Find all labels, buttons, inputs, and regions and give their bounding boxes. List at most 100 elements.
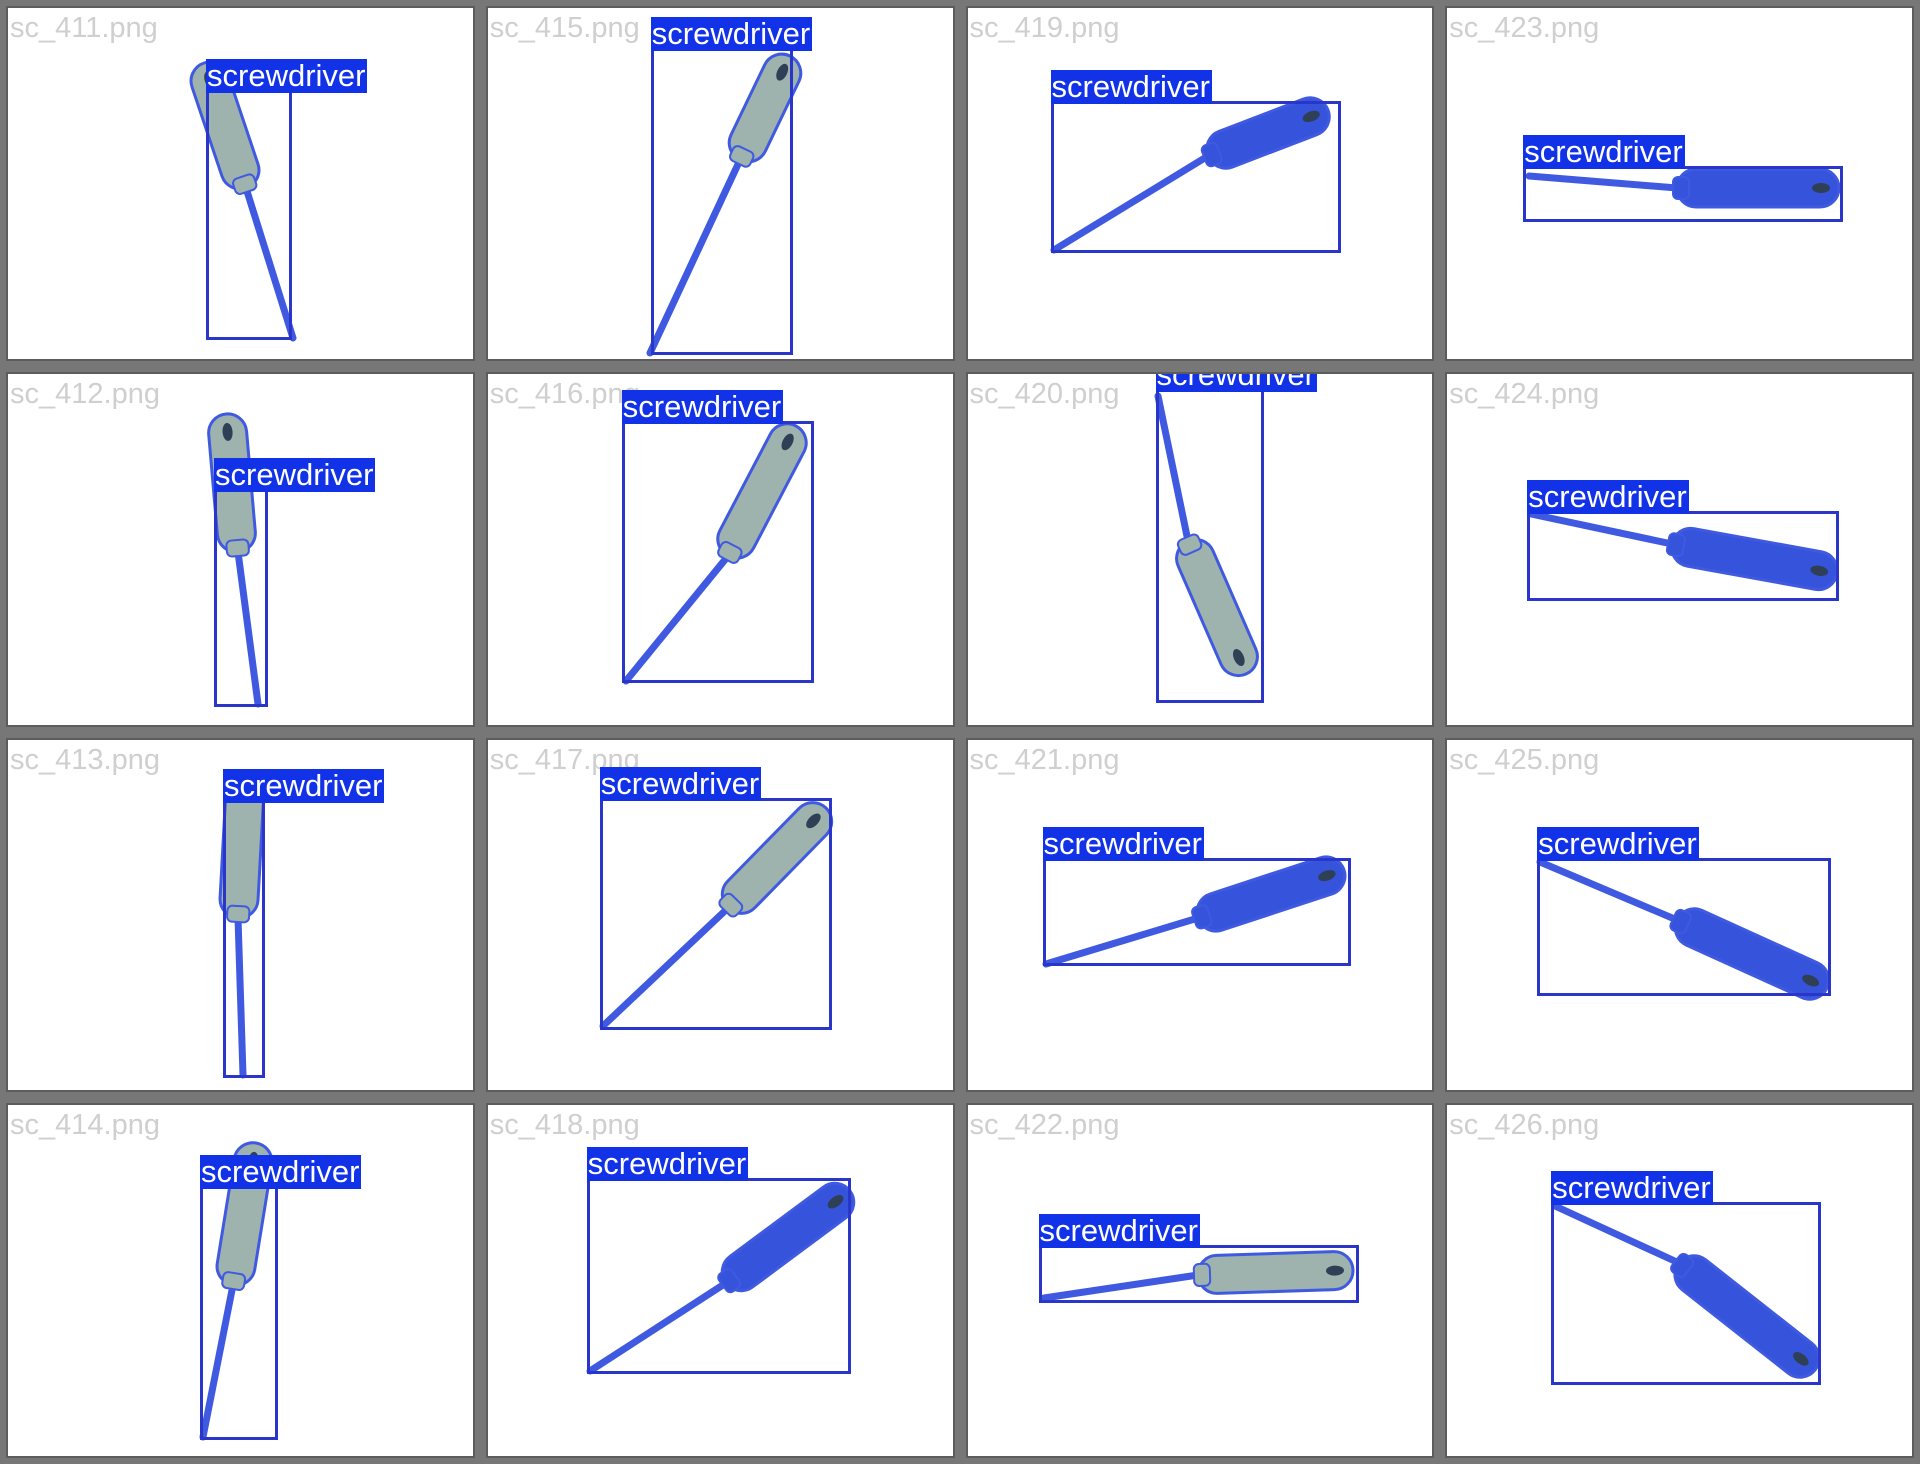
filename-label: sc_424.png bbox=[1449, 377, 1600, 410]
class-label: screwdriver bbox=[223, 767, 385, 803]
detection-box: screwdriver bbox=[200, 1155, 362, 1441]
detection-box: screwdriver bbox=[1038, 1214, 1359, 1304]
image-tile: sc_419.png screwdriver bbox=[965, 6, 1435, 361]
screwdriver-image bbox=[1525, 167, 1841, 209]
screwdriver-shaft bbox=[1551, 1202, 1683, 1267]
screwdriver-image bbox=[1042, 854, 1346, 967]
screwdriver-image bbox=[1040, 1250, 1355, 1302]
filename-label: sc_425.png bbox=[1449, 743, 1600, 776]
screwdriver-shaft bbox=[242, 184, 297, 342]
screwdriver-shaft bbox=[1536, 858, 1681, 923]
detection-box: screwdriver bbox=[599, 766, 832, 1030]
filename-label: sc_420.png bbox=[969, 377, 1120, 410]
image-tile: sc_426.png screwdriver bbox=[1445, 1103, 1914, 1458]
detection-box: screwdriver bbox=[1050, 70, 1341, 253]
screwdriver-handle bbox=[716, 422, 808, 564]
screwdriver-image bbox=[1154, 392, 1259, 677]
image-tile: sc_417.png screwdriver bbox=[485, 737, 955, 1093]
class-label: screwdriver bbox=[1050, 69, 1212, 104]
filename-label: sc_413.png bbox=[10, 743, 160, 776]
screwdriver-image bbox=[586, 1182, 855, 1375]
screwdriver-shaft bbox=[1527, 510, 1676, 548]
screwdriver-image bbox=[599, 800, 833, 1029]
class-label: screwdriver bbox=[206, 58, 368, 93]
class-label: screwdriver bbox=[650, 16, 813, 51]
detection-box: screwdriver bbox=[1042, 826, 1351, 966]
filename-label: sc_421.png bbox=[969, 743, 1120, 776]
detection-box: screwdriver bbox=[223, 768, 385, 1078]
image-tile: sc_411.png screwdriver bbox=[6, 6, 475, 361]
class-label: screwdriver bbox=[1042, 825, 1204, 861]
detection-box: screwdriver bbox=[206, 59, 368, 340]
image-tile: sc_424.png screwdriver bbox=[1445, 371, 1914, 727]
screwdriver-shaft bbox=[622, 552, 732, 685]
screwdriver-handle bbox=[1200, 96, 1331, 170]
screwdriver-handle bbox=[1669, 906, 1831, 1001]
filename-label: sc_419.png bbox=[969, 12, 1120, 44]
filename-label: sc_415.png bbox=[489, 12, 640, 44]
screwdriver-shaft bbox=[586, 1279, 730, 1375]
detection-box: screwdriver bbox=[214, 457, 376, 707]
screwdriver-handle bbox=[1174, 533, 1259, 677]
screwdriver-image bbox=[1551, 1202, 1821, 1380]
detection-box: screwdriver bbox=[621, 389, 814, 683]
screwdriver-shaft bbox=[1042, 914, 1201, 967]
screwdriver-handle bbox=[1670, 1253, 1821, 1380]
class-label: screwdriver bbox=[1038, 1213, 1200, 1249]
filename-label: sc_416.png bbox=[489, 377, 640, 410]
screwdriver-image bbox=[1536, 858, 1831, 1001]
detection-box: screwdriver bbox=[1551, 1171, 1822, 1386]
image-tile: sc_412.png screwdriver bbox=[6, 371, 475, 727]
detection-box: screwdriver bbox=[1523, 135, 1844, 222]
class-label: screwdriver bbox=[1155, 373, 1317, 392]
screwdriver-image bbox=[622, 422, 808, 685]
image-tile: sc_423.png screwdriver bbox=[1445, 6, 1914, 361]
image-tile: sc_416.png screwdriver bbox=[485, 371, 955, 727]
class-label: screwdriver bbox=[1523, 134, 1685, 169]
class-label: screwdriver bbox=[1551, 1170, 1713, 1206]
screwdriver-shaft bbox=[1525, 172, 1681, 192]
screwdriver-shaft bbox=[234, 548, 262, 708]
filename-label: sc_414.png bbox=[10, 1109, 160, 1142]
screwdriver-image bbox=[1050, 96, 1331, 254]
screwdriver-image bbox=[646, 52, 803, 357]
class-label: screwdriver bbox=[1527, 478, 1689, 514]
screwdriver-shaft bbox=[599, 904, 732, 1029]
filename-label: sc_423.png bbox=[1449, 12, 1600, 44]
detection-box: screwdriver bbox=[1155, 373, 1317, 703]
class-label: screwdriver bbox=[214, 456, 376, 492]
filename-label: sc_412.png bbox=[10, 377, 160, 410]
screwdriver-shaft bbox=[234, 914, 247, 1078]
class-label: screwdriver bbox=[1537, 825, 1699, 861]
image-tile: sc_418.png screwdriver bbox=[485, 1103, 955, 1458]
image-tile: sc_413.png screwdriver bbox=[6, 737, 475, 1093]
screwdriver-shaft bbox=[646, 156, 744, 357]
filename-label: sc_422.png bbox=[969, 1109, 1120, 1142]
screwdriver-handle bbox=[727, 52, 803, 168]
screwdriver-handle bbox=[1192, 1250, 1355, 1296]
detection-box: screwdriver bbox=[1537, 826, 1832, 996]
image-tile: sc_415.png screwdriver bbox=[485, 6, 955, 361]
class-label: screwdriver bbox=[599, 765, 762, 801]
filename-label: sc_411.png bbox=[10, 12, 158, 44]
image-tile: sc_414.png screwdriver bbox=[6, 1103, 475, 1458]
class-label: screwdriver bbox=[621, 388, 784, 424]
screwdriver-shaft bbox=[1154, 392, 1191, 545]
class-label: screwdriver bbox=[200, 1154, 362, 1190]
image-tile: sc_425.png screwdriver bbox=[1445, 737, 1914, 1093]
filename-label: sc_418.png bbox=[489, 1109, 640, 1142]
image-tile: sc_420.png screwdriver bbox=[965, 371, 1435, 727]
detection-box: screwdriver bbox=[650, 17, 813, 355]
detection-box: screwdriver bbox=[1527, 479, 1840, 601]
screwdriver-handle bbox=[718, 800, 833, 917]
detection-box: screwdriver bbox=[586, 1147, 851, 1375]
screwdriver-shaft bbox=[1040, 1271, 1201, 1302]
screwdriver-handle bbox=[1672, 167, 1841, 209]
screwdriver-shaft bbox=[199, 1281, 237, 1441]
screwdriver-shaft bbox=[1050, 152, 1211, 254]
filename-label: sc_426.png bbox=[1449, 1109, 1600, 1142]
image-tile: sc_422.png screwdriver bbox=[965, 1103, 1435, 1458]
screwdriver-handle bbox=[1190, 854, 1346, 933]
class-label: screwdriver bbox=[586, 1146, 749, 1182]
